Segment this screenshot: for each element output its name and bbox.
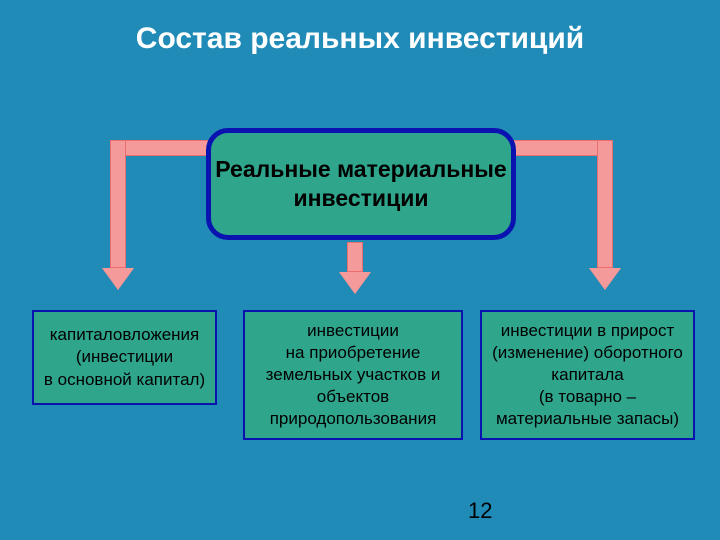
leaf-working: инвестиции в прирост (изменение) оборотн… <box>480 310 695 440</box>
leaf-capital: капиталовложения (инвестиции в основной … <box>32 310 217 405</box>
connector-right-vert <box>597 140 613 268</box>
slide-title: Состав реальных инвестиций <box>0 22 720 56</box>
connector-middle-vert <box>347 242 363 272</box>
page-number: 12 <box>468 498 492 524</box>
connector-middle-head <box>339 272 371 294</box>
connector-left-head <box>102 268 134 290</box>
slide: Состав реальных инвестиций Реальные мате… <box>0 0 720 540</box>
leaf-land: инвестиции на приобретение земельных уча… <box>243 310 463 440</box>
connector-right-head <box>589 268 621 290</box>
connector-left-vert <box>110 140 126 268</box>
center-node: Реальные материальные инвестиции <box>206 128 516 240</box>
